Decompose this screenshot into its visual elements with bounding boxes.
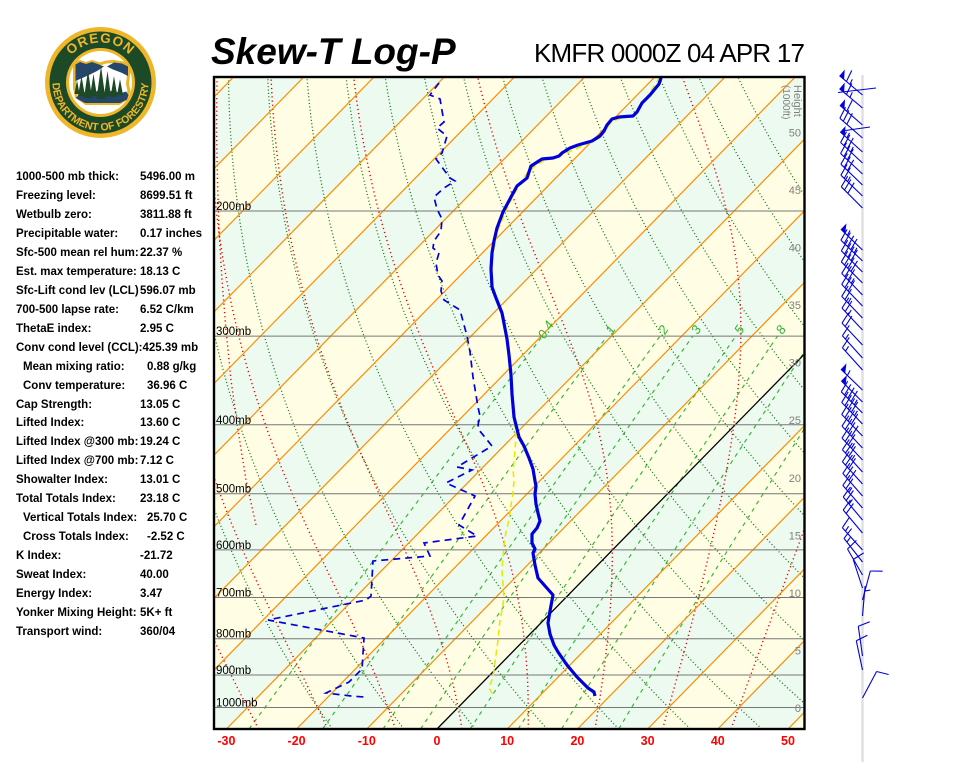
- svg-text:5: 5: [795, 646, 801, 658]
- svg-text:(1000ft): (1000ft): [780, 85, 791, 119]
- svg-text:10: 10: [789, 588, 801, 600]
- svg-text:25: 25: [789, 415, 801, 427]
- svg-text:Height: Height: [791, 85, 803, 117]
- svg-text:0: 0: [795, 703, 801, 715]
- svg-text:10: 10: [500, 734, 514, 748]
- svg-text:45: 45: [789, 185, 801, 197]
- svg-text:0: 0: [434, 734, 441, 748]
- svg-text:900mb: 900mb: [216, 665, 251, 677]
- svg-text:40: 40: [789, 243, 801, 255]
- svg-text:35: 35: [789, 300, 801, 312]
- svg-text:20: 20: [570, 734, 584, 748]
- svg-text:200mb: 200mb: [216, 201, 251, 213]
- svg-text:30: 30: [789, 358, 801, 370]
- svg-text:300mb: 300mb: [216, 326, 251, 338]
- svg-text:1000mb: 1000mb: [216, 698, 258, 710]
- svg-text:15: 15: [789, 530, 801, 542]
- svg-text:30: 30: [641, 734, 655, 748]
- svg-text:400mb: 400mb: [216, 415, 251, 427]
- svg-text:40: 40: [711, 734, 725, 748]
- svg-text:-20: -20: [288, 734, 306, 748]
- svg-text:50: 50: [789, 128, 801, 140]
- svg-text:20: 20: [789, 473, 801, 485]
- svg-text:700mb: 700mb: [216, 588, 251, 600]
- svg-text:50: 50: [781, 734, 795, 748]
- svg-text:800mb: 800mb: [216, 629, 251, 641]
- svg-text:500mb: 500mb: [216, 484, 251, 496]
- svg-text:-30: -30: [217, 734, 235, 748]
- svg-text:600mb: 600mb: [216, 540, 251, 552]
- svg-text:-10: -10: [358, 734, 376, 748]
